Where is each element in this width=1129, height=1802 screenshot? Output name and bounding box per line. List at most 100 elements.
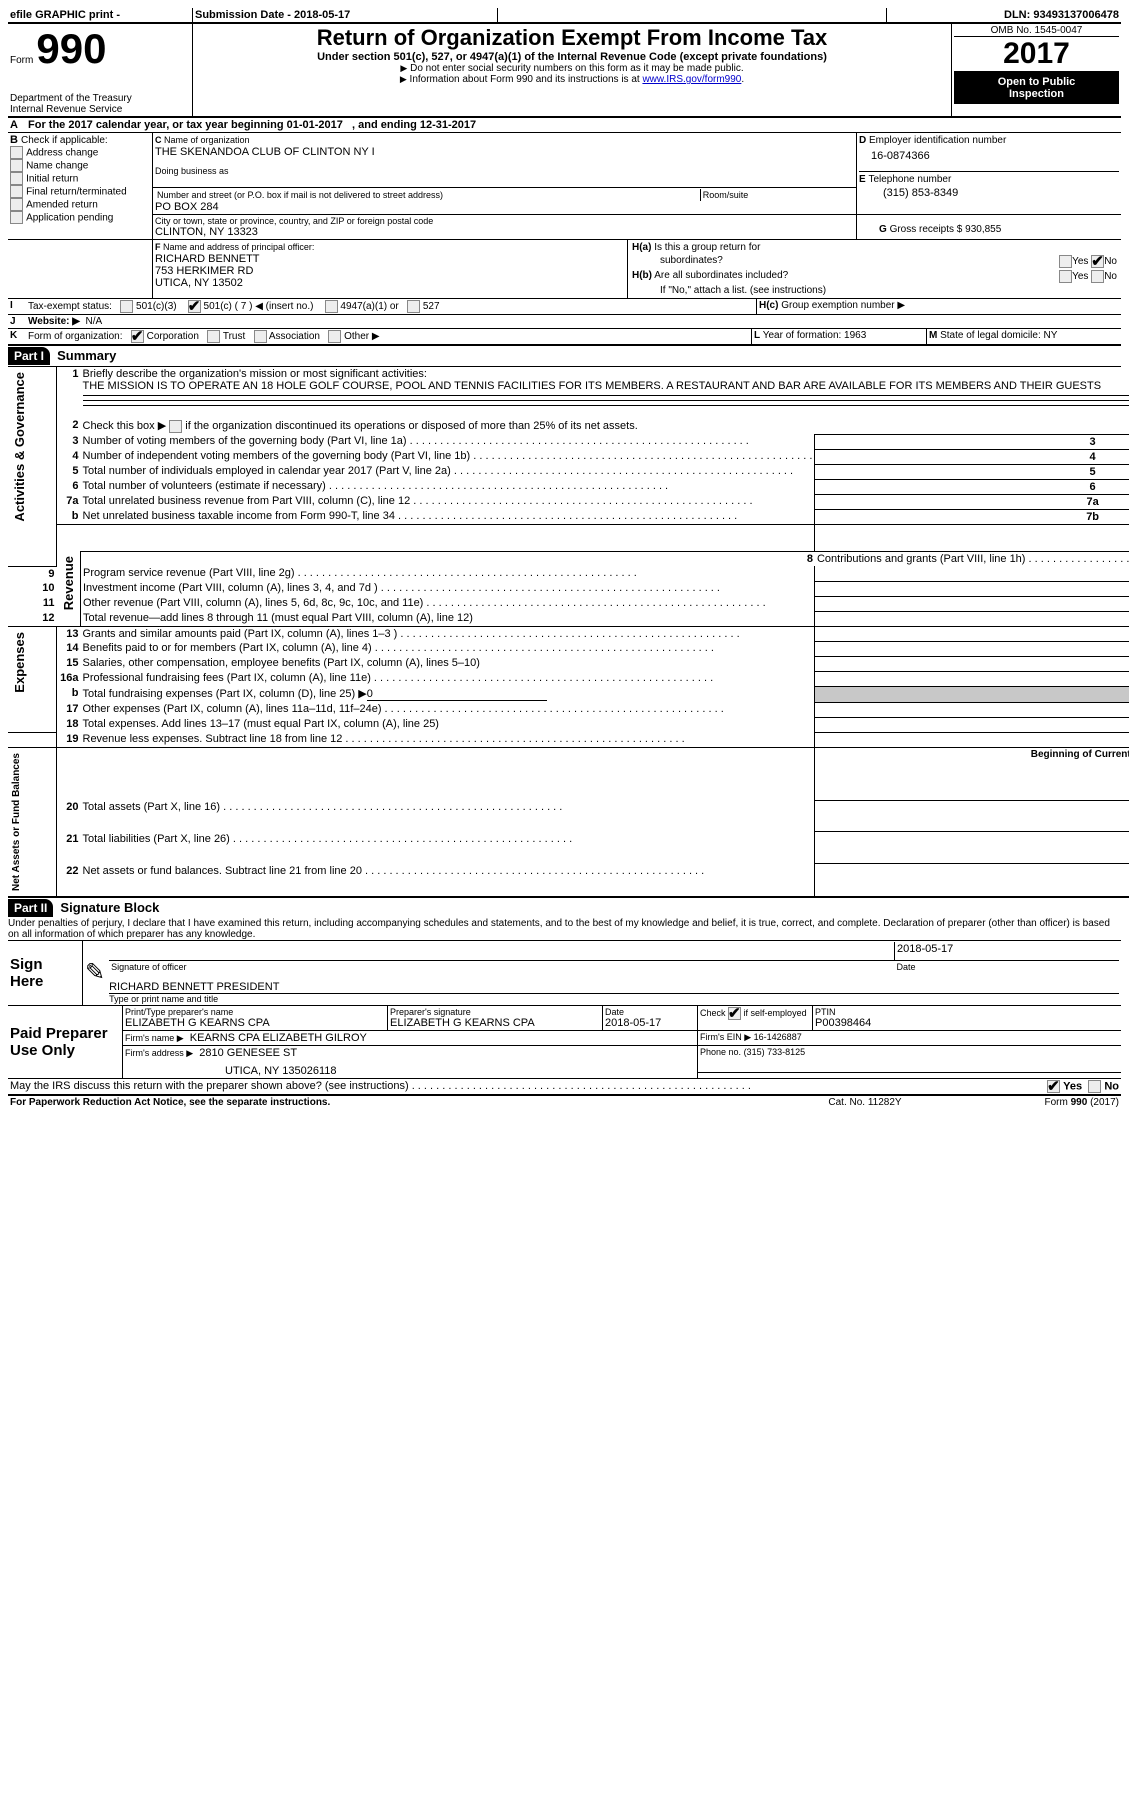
prep-sig-label: Preparer's signature <box>390 1007 600 1017</box>
org-name: THE SKENANDOA CLUB OF CLINTON NY I <box>155 146 854 158</box>
l-label: Year of formation: 1963 <box>763 330 867 341</box>
side-rev: Revenue <box>59 552 78 614</box>
amended-return-checkbox[interactable] <box>10 198 23 211</box>
l15: Salaries, other compensation, employee b… <box>81 656 815 671</box>
j-value: N/A <box>86 316 103 327</box>
final-return-checkbox[interactable] <box>10 185 23 198</box>
k-label: Form of organization: <box>28 331 123 342</box>
m-label: State of legal domicile: NY <box>940 330 1057 341</box>
p13 <box>815 626 1129 641</box>
name-change-checkbox[interactable] <box>10 159 23 172</box>
beg-hdr: Beginning of Current Year <box>815 747 1129 800</box>
paid-preparer-block: Paid Preparer Use Only Print/Type prepar… <box>8 1005 1121 1078</box>
l1-value: THE MISSION IS TO OPERATE AN 18 HOLE GOL… <box>83 380 1102 392</box>
discuss-no-checkbox[interactable] <box>1088 1080 1101 1093</box>
l18: Total expenses. Add lines 13–17 (must eq… <box>81 717 815 732</box>
part2-label: Part II <box>8 899 53 917</box>
k-corp-checkbox[interactable] <box>131 330 144 343</box>
ha-yes-checkbox[interactable] <box>1059 255 1072 268</box>
paid-prep-label: Paid Preparer Use Only <box>10 1025 108 1059</box>
footer: For Paperwork Reduction Act Notice, see … <box>8 1096 1121 1109</box>
hb-yes-checkbox[interactable] <box>1059 270 1072 283</box>
l20: Total assets (Part X, line 16) <box>83 801 221 813</box>
prior-hdr: Prior Year <box>815 524 1129 551</box>
sig-date: 2018-05-17 <box>895 942 1120 961</box>
form-word: Form <box>10 55 33 66</box>
part1-label: Part I <box>8 347 50 365</box>
self-employed-checkbox[interactable] <box>728 1007 741 1020</box>
l17: Other expenses (Part IX, column (A), lin… <box>83 703 382 715</box>
declaration: Under penalties of perjury, I declare th… <box>8 918 1121 941</box>
k-trust-checkbox[interactable] <box>207 330 220 343</box>
hb-no-checkbox[interactable] <box>1091 270 1104 283</box>
l11: Other revenue (Part VIII, column (A), li… <box>83 597 423 609</box>
open-public-1: Open to Public <box>998 76 1076 88</box>
p12: 922,513 <box>815 611 1129 626</box>
i-501c-checkbox[interactable] <box>188 300 201 313</box>
officer-addr1: 753 HERKIMER RD <box>155 265 625 277</box>
l16b-v: 0 <box>367 688 547 701</box>
k-assoc-checkbox[interactable] <box>254 330 267 343</box>
l2-checkbox[interactable] <box>169 420 182 433</box>
street-label: Number and street (or P.O. box if mail i… <box>155 189 700 201</box>
c-label: Name of organization <box>164 135 250 145</box>
irs-label: Internal Revenue Service <box>10 104 190 115</box>
app-pending-checkbox[interactable] <box>10 211 23 224</box>
submission-date: Submission Date - 2018-05-17 <box>193 8 498 23</box>
p11: 96,179 <box>815 596 1129 611</box>
i-527-checkbox[interactable] <box>407 300 420 313</box>
dba-label: Doing business as <box>155 166 854 176</box>
officer-sig-name: RICHARD BENNETT PRESIDENT <box>109 981 1119 994</box>
open-public-2: Inspection <box>1009 88 1064 100</box>
dln-label: DLN: 93493137006478 <box>887 8 1122 23</box>
hc-label: Group exemption number ▶ <box>781 300 905 311</box>
top-bar: efile GRAPHIC print - Submission Date - … <box>8 8 1121 24</box>
check-self-b: if self-employed <box>744 1007 807 1017</box>
l7a: Total unrelated business revenue from Pa… <box>83 495 411 507</box>
prep-date: 2018-05-17 <box>605 1017 695 1029</box>
l22: Net assets or fund balances. Subtract li… <box>83 865 362 877</box>
side-exp: Expenses <box>10 628 29 697</box>
part1-title: Summary <box>53 348 116 363</box>
initial-return-checkbox[interactable] <box>10 172 23 185</box>
firm-addr2: UTICA, NY 135026118 <box>125 1059 695 1077</box>
addr-change-checkbox[interactable] <box>10 146 23 159</box>
l6: Total number of volunteers (estimate if … <box>83 480 326 492</box>
firm-name: KEARNS CPA ELIZABETH GILROY <box>190 1032 367 1044</box>
ha-no-checkbox[interactable] <box>1091 255 1104 268</box>
l21: Total liabilities (Part X, line 26) <box>83 833 230 845</box>
firm-addr-label: Firm's address ▶ <box>125 1048 193 1058</box>
p20: 687,099 <box>815 800 1129 832</box>
a-line-end: , and ending 12-31-2017 <box>352 119 476 131</box>
i-4947-checkbox[interactable] <box>325 300 338 313</box>
officer-name: RICHARD BENNETT <box>155 253 625 265</box>
form-subtitle: Under section 501(c), 527, or 4947(a)(1)… <box>195 51 949 63</box>
discuss-yes-checkbox[interactable] <box>1047 1080 1060 1093</box>
hb-label: Are all subordinates included? <box>654 270 788 281</box>
room-label: Room/suite <box>700 189 854 201</box>
street-value: PO BOX 284 <box>155 201 854 213</box>
sign-here: Sign Here <box>8 941 83 1005</box>
i-501c3-checkbox[interactable] <box>120 300 133 313</box>
tax-year: 2017 <box>954 37 1119 72</box>
l12: Total revenue—add lines 8 through 11 (mu… <box>81 611 815 626</box>
g-label: Gross receipts $ 930,855 <box>890 224 1002 235</box>
sign-here-block: Sign Here ✎ 2018-05-17 Signature of offi… <box>8 941 1121 1005</box>
i-label: Tax-exempt status: <box>28 301 112 312</box>
part2-title: Signature Block <box>56 900 159 915</box>
k-other-checkbox[interactable] <box>328 330 341 343</box>
l2b: if the organization discontinued its ope… <box>185 420 638 432</box>
prep-name: ELIZABETH G KEARNS CPA <box>125 1017 385 1029</box>
prep-sig: ELIZABETH G KEARNS CPA <box>390 1017 600 1029</box>
dept-label: Department of the Treasury <box>10 93 190 104</box>
l19: Revenue less expenses. Subtract line 18 … <box>83 733 343 745</box>
l4: Number of independent voting members of … <box>83 450 471 462</box>
firm-ein-label: Firm's EIN ▶ <box>700 1032 751 1042</box>
f-label: Name and address of principal officer: <box>163 242 314 252</box>
bullet-info-a: Information about Form 990 and its instr… <box>410 74 643 85</box>
l7b: Net unrelated business taxable income fr… <box>83 510 395 522</box>
form990-link[interactable]: www.IRS.gov/form990 <box>642 74 741 85</box>
form-number: 990 <box>36 25 106 72</box>
p22: -107,321 <box>815 864 1129 897</box>
part1-table: Activities & Governance 1 Briefly descri… <box>8 367 1129 898</box>
